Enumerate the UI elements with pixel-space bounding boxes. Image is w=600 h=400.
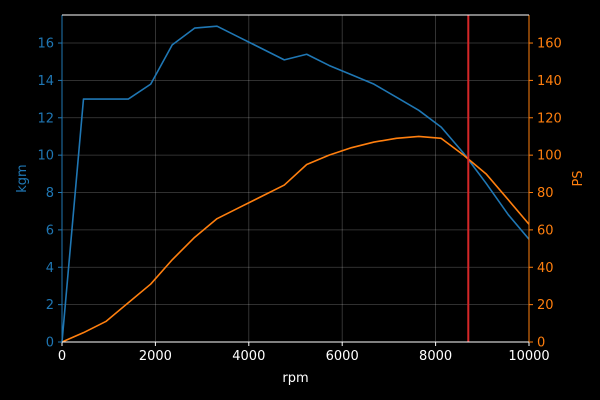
x-tick-label: 2000 <box>139 349 172 364</box>
x-tick-label: 4000 <box>232 349 265 364</box>
y-axis-left-label: kgm <box>15 164 30 192</box>
y-axis-right-label: PS <box>571 170 586 186</box>
y-left-tick-label: 14 <box>37 74 54 89</box>
y-right-tick-label: 80 <box>537 186 554 201</box>
plot-area <box>62 15 529 342</box>
y-right-tick-label: 0 <box>537 336 545 351</box>
y-right-tick-label: 20 <box>537 298 554 313</box>
y-left-tick-label: 8 <box>46 186 54 201</box>
axes <box>61 14 530 343</box>
series-line-right <box>61 135 530 343</box>
x-tick-label: 10000 <box>508 349 549 364</box>
y-right-tick-label: 60 <box>537 223 554 238</box>
y-left-tick-label: 4 <box>46 261 54 276</box>
x-tick-label: 8000 <box>419 349 452 364</box>
x-tick-label: 0 <box>58 349 66 364</box>
y-left-tick-label: 0 <box>46 336 54 351</box>
tick-layer: 0 2000 4000 6000 8000 10000024681012141602040… <box>37 37 561 364</box>
y-left-tick-label: 6 <box>46 223 54 238</box>
y-left-tick-label: 16 <box>37 37 54 52</box>
y-right-tick-label: 160 <box>537 37 562 52</box>
y-left-tick-label: 10 <box>37 149 54 164</box>
x-axis-label: rpm <box>282 371 308 386</box>
x-tick-label: 6000 <box>326 349 359 364</box>
y-left-tick-label: 2 <box>46 298 54 313</box>
y-right-tick-label: 120 <box>537 111 562 126</box>
series-line-left <box>61 25 530 343</box>
y-right-tick-label: 100 <box>537 149 562 164</box>
grid <box>61 15 530 343</box>
series-layer <box>61 25 530 343</box>
y-right-tick-label: 40 <box>537 261 554 276</box>
y-right-tick-label: 140 <box>537 74 562 89</box>
y-left-tick-label: 12 <box>37 111 54 126</box>
